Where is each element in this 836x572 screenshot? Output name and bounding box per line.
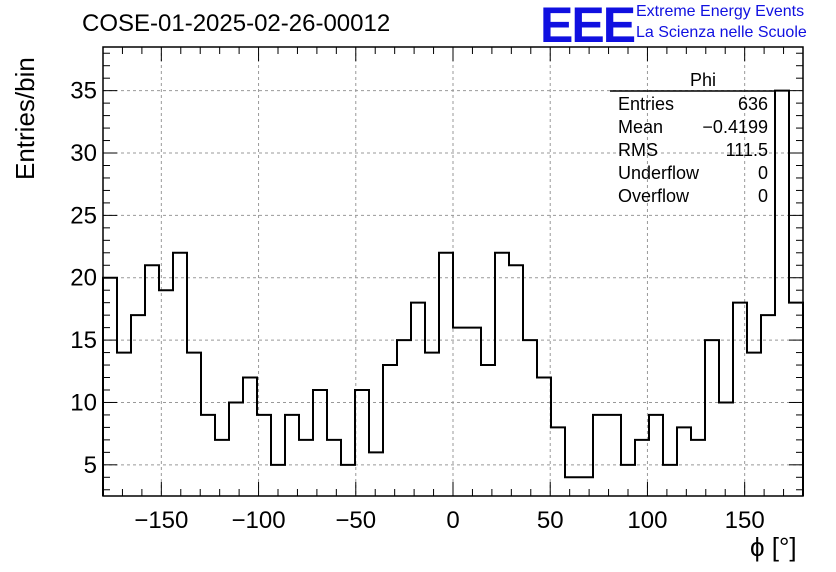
- histogram-bin: [761, 315, 775, 496]
- histogram-bin: [397, 340, 411, 496]
- y-tick-label: 25: [70, 202, 97, 229]
- x-tick-label: 0: [446, 507, 459, 534]
- plot-frame: [102, 46, 804, 497]
- y-tick-label: 5: [84, 452, 97, 479]
- histogram-bin: [327, 440, 341, 496]
- histogram-bin: [439, 253, 453, 496]
- stats-label: RMS: [618, 140, 658, 160]
- x-tick-label: 100: [627, 507, 667, 534]
- histogram-outline: [102, 89, 804, 496]
- histogram-bin: [691, 440, 705, 496]
- y-tick-label: 20: [70, 265, 97, 292]
- histogram-bin: [467, 328, 481, 496]
- histogram-bin: [173, 253, 187, 496]
- histogram-bin: [187, 353, 201, 496]
- stats-value: 0: [758, 186, 768, 206]
- histogram-bin: [495, 253, 509, 496]
- x-tick-label: 50: [537, 507, 564, 534]
- stats-value: 0: [758, 163, 768, 183]
- histogram-bin: [663, 465, 677, 496]
- x-tick-label: −50: [335, 507, 376, 534]
- histogram-bin: [635, 440, 649, 496]
- histogram-bin: [341, 465, 355, 496]
- histogram-bin: [313, 390, 327, 496]
- histogram-bin: [369, 452, 383, 496]
- histogram-bin: [523, 340, 537, 496]
- y-tick-label: 10: [70, 389, 97, 416]
- stats-title: Phi: [690, 70, 716, 90]
- histogram-bin: [607, 415, 621, 496]
- histogram-bin: [537, 378, 551, 496]
- x-tick-label: 150: [725, 507, 765, 534]
- histogram-bin: [509, 265, 523, 496]
- histogram-bin: [299, 440, 313, 496]
- y-tick-label: 35: [70, 78, 97, 105]
- stats-label: Entries: [618, 94, 674, 114]
- histogram-bin: [649, 415, 663, 496]
- histogram-bin: [705, 340, 719, 496]
- histogram-bin: [551, 427, 565, 496]
- histogram-bin: [201, 415, 215, 496]
- histogram-bin: [593, 415, 607, 496]
- histogram-bin: [677, 427, 691, 496]
- x-axis-label: ϕ [°]: [750, 532, 797, 562]
- histogram-bin: [117, 353, 131, 496]
- histogram-bin: [257, 415, 271, 496]
- histogram-bin: [579, 477, 593, 496]
- histogram-bin: [747, 353, 761, 496]
- stats-value: 111.5: [726, 140, 768, 160]
- histogram-bin: [719, 402, 733, 496]
- histogram-bin: [411, 303, 425, 496]
- histogram-bin: [453, 328, 467, 496]
- histogram-bin: [775, 91, 789, 496]
- histogram-bin: [229, 402, 243, 496]
- logo-line-2: La Scienza nelle Scuole: [636, 24, 807, 41]
- histogram-bin: [383, 365, 397, 496]
- x-tick-label: −150: [134, 507, 188, 534]
- y-tick-label: 30: [70, 140, 97, 167]
- histogram-bin: [789, 303, 803, 496]
- histogram-bin: [145, 265, 159, 496]
- histogram-bin: [285, 415, 299, 496]
- y-tick-label: 15: [70, 327, 97, 354]
- stats-label: Underflow: [618, 163, 700, 183]
- stats-value: 636: [738, 94, 768, 114]
- histogram-bin: [425, 353, 439, 496]
- histogram-bin: [103, 278, 117, 496]
- chart-title: COSE-01-2025-02-26-00012: [82, 10, 391, 37]
- histogram-bin: [215, 440, 229, 496]
- logo-line-1: Extreme Energy Events: [636, 3, 805, 20]
- histogram-bin: [481, 365, 495, 496]
- stats-label: Overflow: [618, 186, 690, 206]
- stats-value: −0.4199: [702, 117, 768, 137]
- histogram-bin: [565, 477, 579, 496]
- histogram-bin: [243, 378, 257, 496]
- stats-label: Mean: [618, 117, 663, 137]
- eee-logo: EEE: [540, 0, 636, 53]
- histogram-bin: [131, 315, 145, 496]
- x-tick-label: −100: [232, 507, 286, 534]
- histogram-bin: [355, 390, 369, 496]
